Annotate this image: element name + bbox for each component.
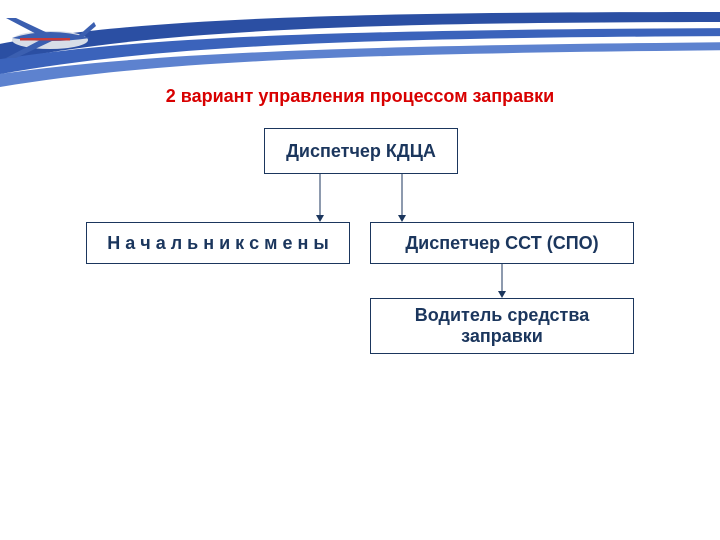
header-accent [0,0,720,540]
flowchart-node-cct: Диспетчер ССТ (СПО) [370,222,634,264]
header-stripe-1 [0,12,720,70]
airplane-icon [6,18,96,58]
slide-title: 2 вариант управления процессом заправки [0,86,720,107]
flowchart-node-shift: Н а ч а л ь н и к с м е н ы [86,222,350,264]
header-stripe-2 [0,28,720,82]
flowchart-node-kdca: Диспетчер КДЦА [264,128,458,174]
flowchart-edges [0,0,720,540]
flowchart-node-driver: Водитель средства заправки [370,298,634,354]
slide-canvas: 2 вариант управления процессом заправки … [0,0,720,540]
